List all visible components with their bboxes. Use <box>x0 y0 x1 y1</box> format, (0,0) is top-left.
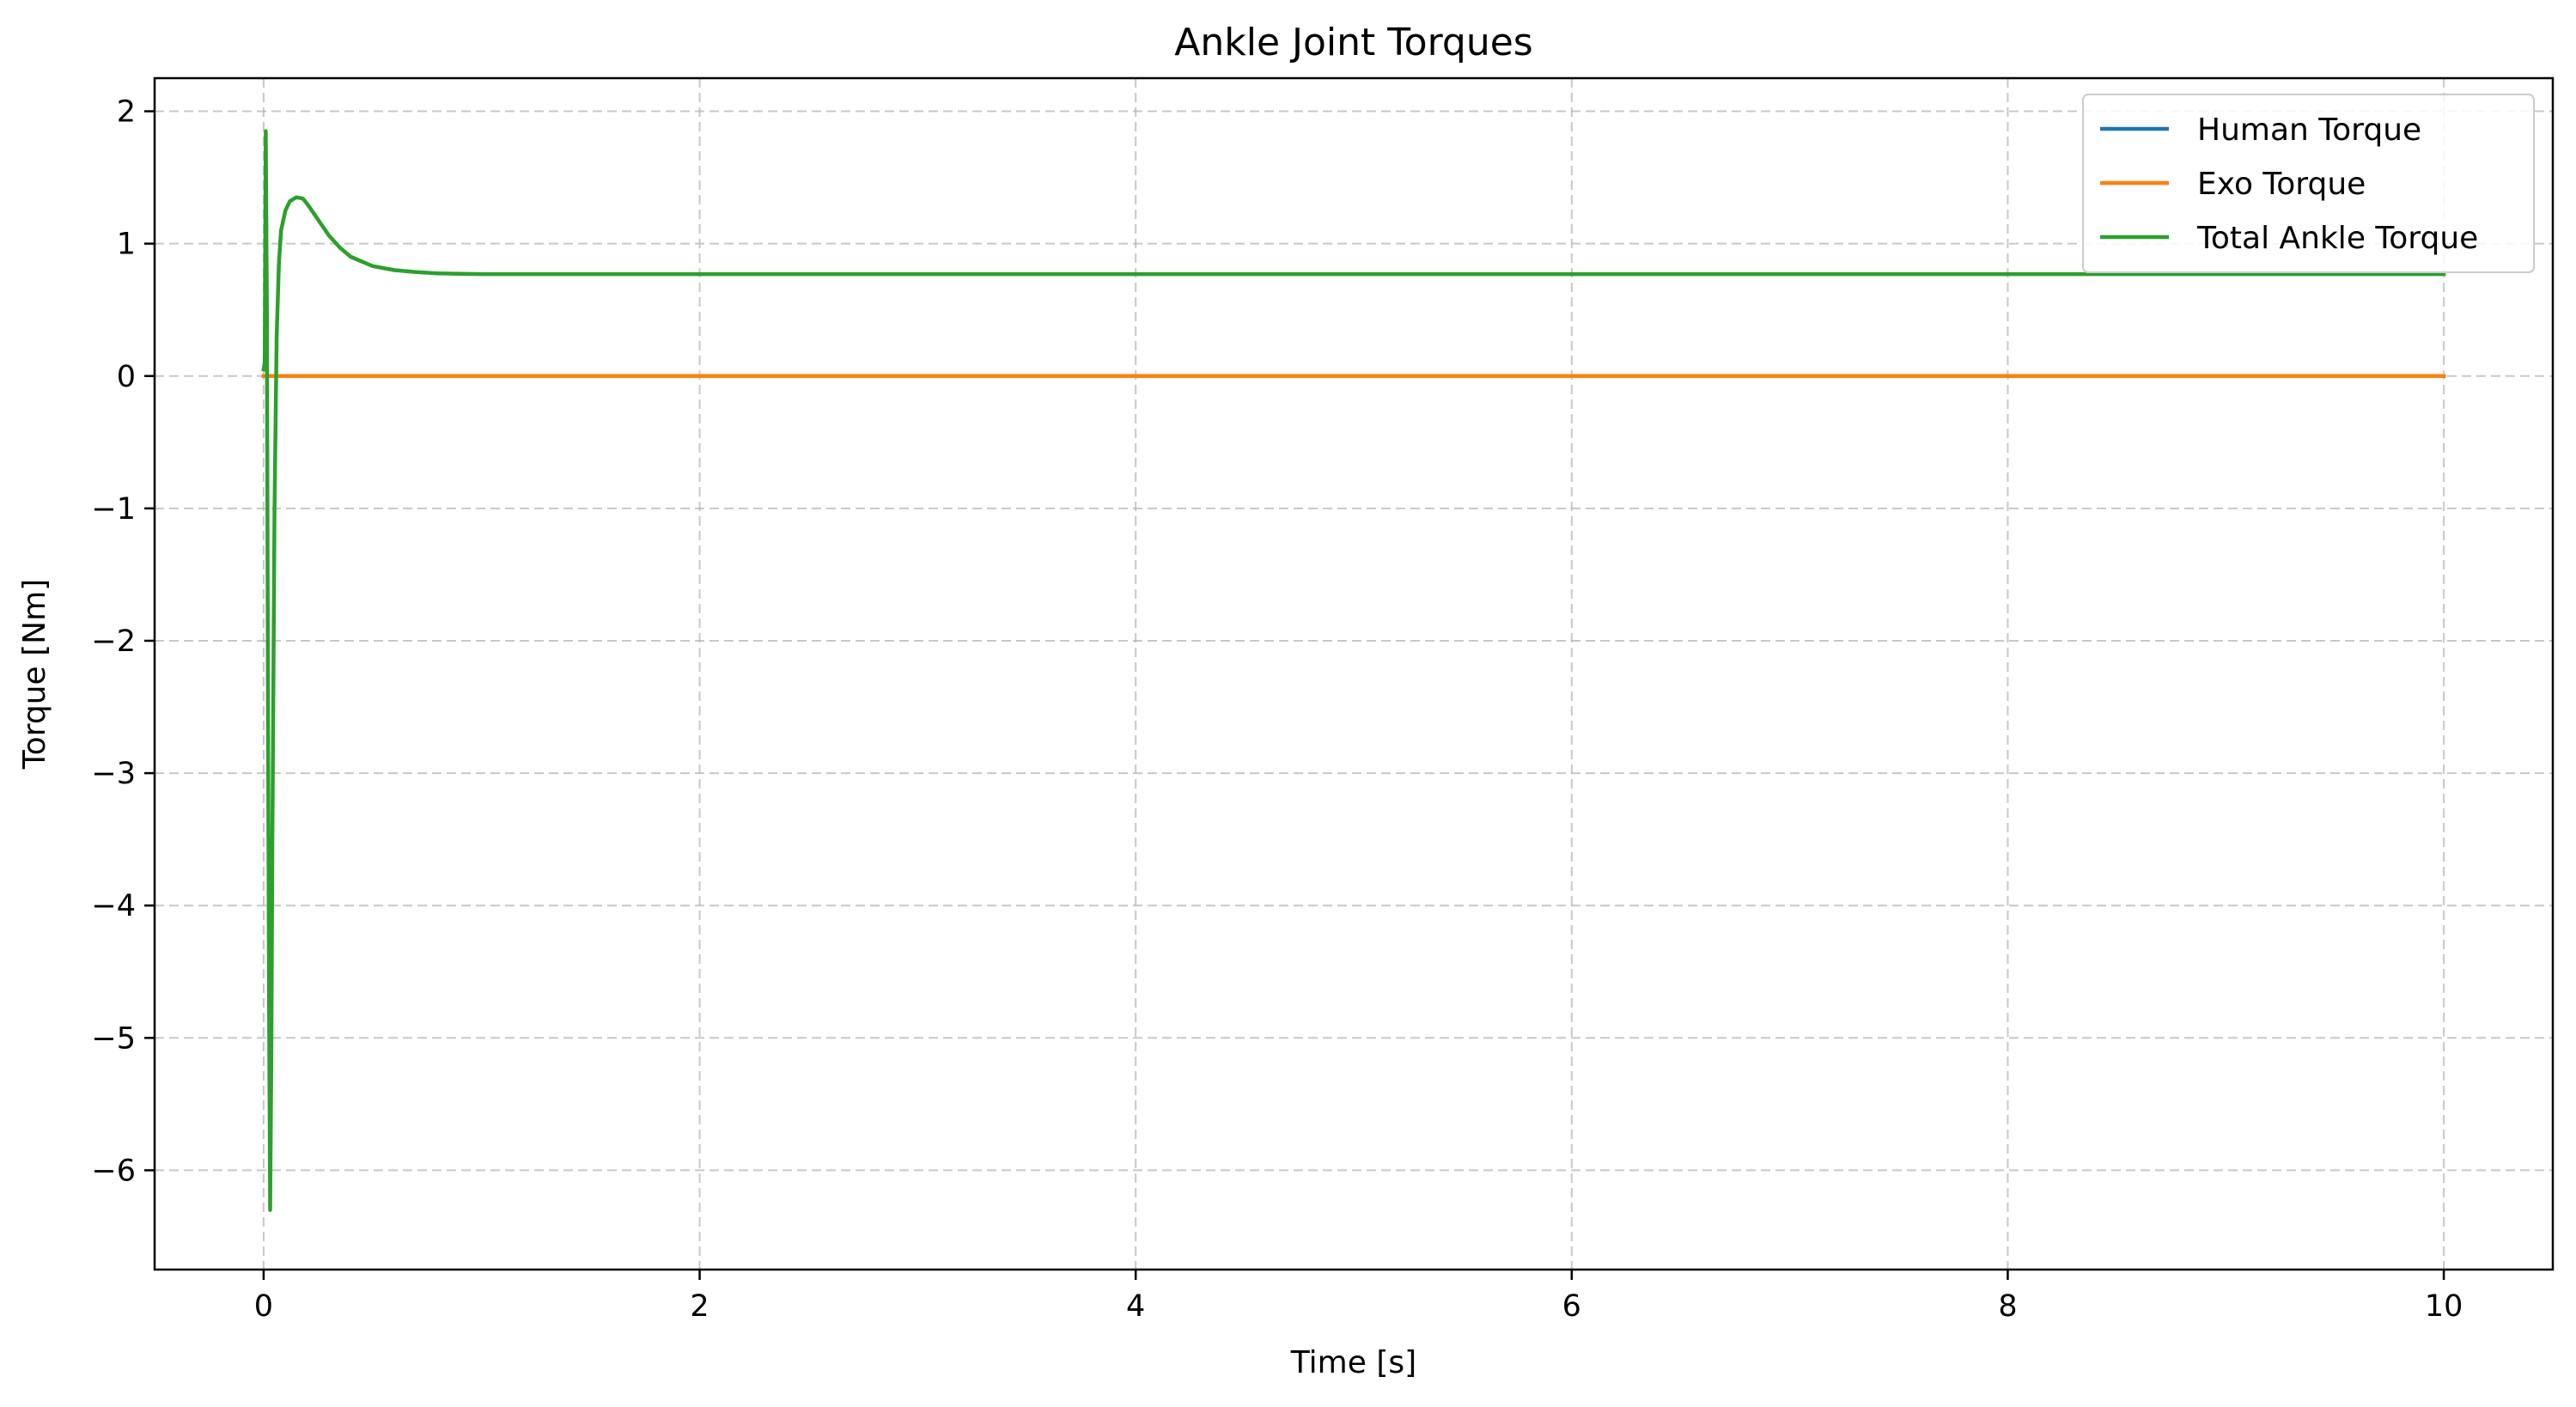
y-tick-label: 2 <box>117 95 136 130</box>
y-tick-label: 1 <box>117 228 136 262</box>
chart-title: Ankle Joint Torques <box>1174 21 1532 64</box>
y-tick-label: −3 <box>91 757 136 791</box>
x-tick-label: 4 <box>1126 1289 1145 1324</box>
legend-label-total-ankle-torque: Total Ankle Torque <box>2196 221 2478 256</box>
y-tick-label: −6 <box>91 1154 136 1188</box>
plot-frame <box>153 76 2555 1271</box>
plot-area <box>261 129 2446 1212</box>
legend-label-human-torque: Human Torque <box>2197 113 2421 148</box>
y-axis-label: Torque [Nm] <box>17 579 52 770</box>
x-tick-label: 6 <box>1562 1289 1581 1324</box>
x-tick-label: 10 <box>2425 1289 2463 1324</box>
legend: Human Torque Exo Torque Total Ankle Torque <box>2082 94 2535 273</box>
x-tick-label: 2 <box>690 1289 709 1324</box>
x-tick-label: 8 <box>1998 1289 2017 1324</box>
y-tick-label: −1 <box>91 492 136 527</box>
y-tick-label: −5 <box>91 1021 136 1056</box>
x-tick-label: 0 <box>254 1289 273 1324</box>
y-tick-label: −2 <box>91 624 136 659</box>
y-tick-label: 0 <box>117 360 136 394</box>
y-tick-label: −4 <box>91 889 136 923</box>
legend-box <box>2082 94 2535 273</box>
series-line-total-ankle-torque <box>261 129 2446 1212</box>
axis-ticks: 0 2 4 6 8 10 −6 −5 −4 −3 −2 −1 0 1 2 <box>91 95 2463 1324</box>
x-axis-label: Time [s] <box>1290 1345 1416 1380</box>
legend-label-exo-torque: Exo Torque <box>2197 167 2366 202</box>
